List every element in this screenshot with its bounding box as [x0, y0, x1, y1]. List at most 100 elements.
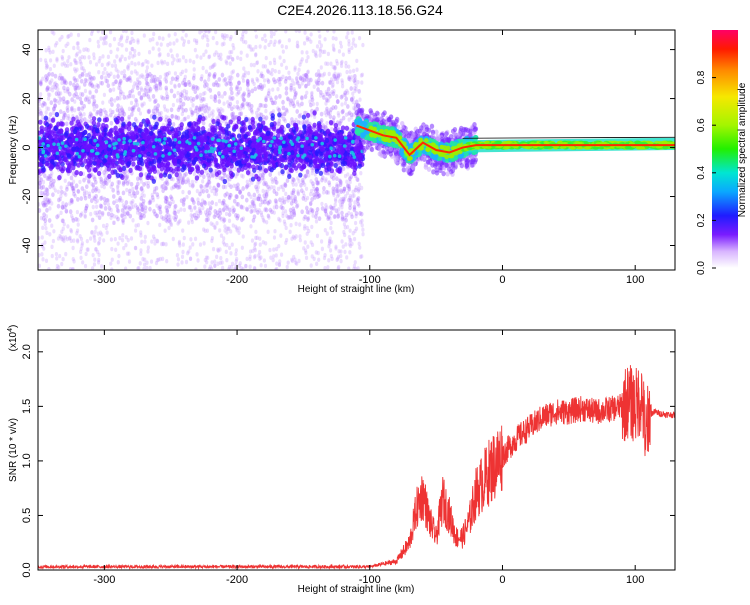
heatmap-cell: [296, 191, 300, 196]
heatmap-cell: [246, 86, 250, 92]
heatmap-cell: [220, 33, 224, 38]
heatmap-cell: [109, 120, 114, 126]
heatmap-cell: [184, 33, 188, 38]
heatmap-cell: [326, 216, 330, 221]
heatmap-cell: [110, 257, 114, 262]
heatmap-cell: [203, 90, 207, 96]
heatmap-cell: [189, 213, 193, 218]
heatmap-cell: [211, 112, 215, 118]
heatmap-cell: [119, 116, 125, 122]
heatmap-cell: [351, 68, 356, 74]
heatmap-cell: [222, 219, 226, 224]
heatmap-cell: [344, 212, 349, 218]
heatmap-cell: [349, 212, 354, 217]
heatmap-cell: [141, 61, 145, 67]
heatmap-cell: [111, 194, 116, 199]
heatmap-cell: [72, 259, 76, 264]
heatmap-cell: [356, 177, 360, 183]
heatmap-cell: [45, 64, 50, 69]
heatmap-cell: [274, 253, 278, 258]
heatmap-cell: [358, 245, 362, 250]
heatmap-cell: [153, 241, 157, 246]
heatmap-cell: [274, 179, 278, 185]
heatmap-cell: [132, 38, 136, 44]
heatmap-cell: [255, 60, 260, 65]
heatmap-cell: [293, 199, 298, 205]
heatmap-cell: [161, 241, 165, 247]
heatmap-cell: [142, 33, 146, 38]
heatmap-cell: [172, 93, 177, 99]
heatmap-cell: [82, 177, 86, 183]
heatmap-cell: [222, 236, 226, 241]
heatmap-cell: [343, 90, 347, 96]
heatmap-cell: [277, 216, 281, 222]
heatmap-cell: [352, 193, 356, 198]
heatmap-cell: [130, 88, 134, 94]
heatmap-cell: [136, 40, 140, 45]
heatmap-cell: [47, 71, 51, 77]
heatmap-cell: [142, 193, 146, 198]
heatmap-cell: [99, 111, 103, 117]
heatmap-cell: [235, 99, 240, 105]
heatmap-cell: [353, 77, 358, 82]
heatmap-cell: [73, 78, 78, 83]
heatmap-cell: [266, 200, 270, 205]
heatmap-cell: [251, 47, 255, 52]
heatmap-cell: [82, 112, 86, 117]
heatmap-cell: [314, 219, 319, 224]
heatmap-cell: [281, 198, 285, 203]
heatmap-cell: [351, 99, 355, 105]
heatmap-cell: [75, 51, 79, 57]
heatmap-cell: [199, 183, 203, 189]
heatmap-cell: [277, 107, 281, 113]
heatmap-cell: [294, 221, 298, 227]
heatmap-cell: [152, 208, 156, 214]
heatmap-cell: [229, 96, 234, 102]
heatmap-cell: [87, 178, 91, 184]
heatmap-cell: [198, 30, 202, 35]
heatmap-cell: [60, 189, 64, 195]
heatmap-cell: [311, 181, 315, 186]
heatmap-cell: [237, 226, 241, 231]
heatmap-cell: [112, 74, 116, 80]
heatmap-cell: [222, 206, 226, 212]
heatmap-cell: [64, 209, 69, 214]
heatmap-cell: [146, 94, 151, 99]
heatmap-cell: [212, 185, 216, 191]
heatmap-cell: [90, 94, 95, 100]
heatmap-cell: [104, 78, 108, 84]
heatmap-cell: [104, 35, 108, 40]
heatmap-cell: [297, 258, 301, 264]
heatmap-cell: [223, 77, 228, 82]
heatmap-cell: [293, 89, 297, 94]
heatmap-cell: [256, 107, 260, 113]
heatmap-cell: [102, 92, 107, 98]
heatmap-cell: [204, 49, 208, 54]
heatmap-cell: [125, 187, 129, 193]
heatmap-cell: [81, 66, 85, 71]
heatmap-cell: [180, 36, 184, 41]
heatmap-cell: [264, 189, 268, 194]
heatmap-cell: [238, 261, 242, 266]
heatmap-cell: [339, 253, 343, 259]
heatmap-cell: [165, 94, 170, 100]
heatmap-cell: [305, 77, 309, 82]
heatmap-cell: [194, 105, 199, 111]
heatmap-cell: [143, 239, 147, 244]
heatmap-cell: [263, 199, 267, 205]
heatmap-cell: [75, 41, 79, 46]
heatmap-cell: [297, 67, 301, 73]
heatmap-cell: [48, 232, 52, 237]
heatmap-cell: [69, 106, 74, 112]
heatmap-cell: [282, 58, 286, 64]
heatmap-cell: [122, 69, 126, 74]
heatmap-cell: [208, 264, 213, 269]
heatmap-cell: [300, 57, 304, 62]
heatmap-cell: [327, 111, 331, 117]
heatmap-cell: [181, 55, 186, 60]
heatmap-cell: [290, 214, 294, 220]
heatmap-cell: [209, 221, 213, 226]
heatmap-cell: [237, 263, 242, 269]
heatmap-cell: [264, 103, 268, 109]
heatmap-cell: [318, 47, 322, 52]
